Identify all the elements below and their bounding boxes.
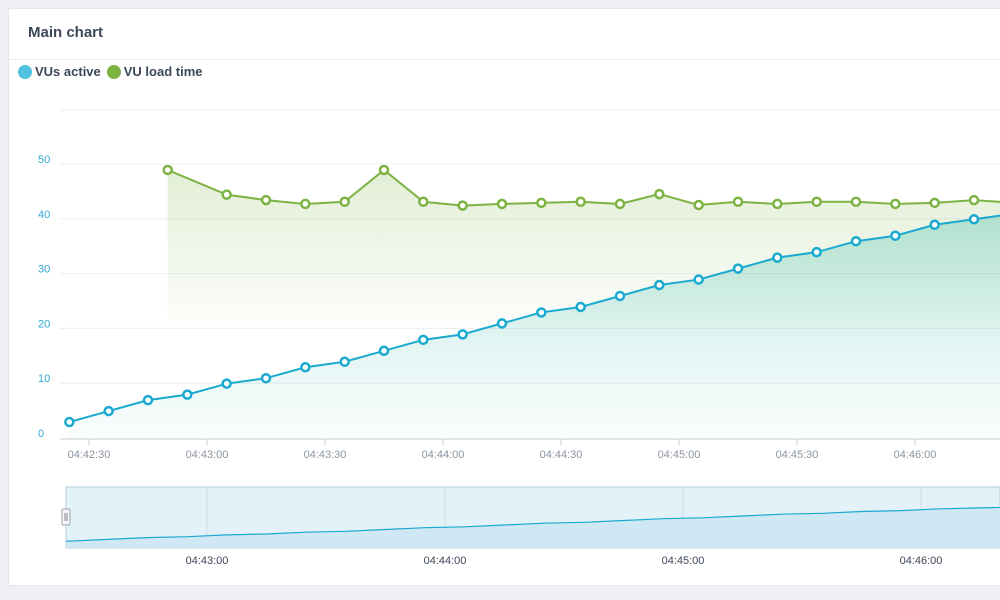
data-point [64, 416, 75, 428]
legend-label: VUs active [35, 64, 101, 79]
data-point [811, 246, 822, 258]
data-point [850, 196, 862, 207]
data-point [890, 230, 901, 241]
data-point [968, 194, 980, 206]
x-tick-label: 04:45:30 [776, 449, 819, 461]
data-point [968, 214, 980, 225]
data-point [142, 394, 154, 406]
series-line-0 [69, 214, 1000, 424]
x-tick-label: 04:43:00 [186, 449, 229, 461]
data-point [575, 196, 586, 207]
y-tick-label: 20 [38, 318, 50, 330]
legend: VUs active VU load time [18, 64, 207, 79]
data-point [162, 164, 173, 176]
data-point [929, 219, 940, 231]
data-point [418, 334, 429, 346]
data-point [732, 196, 744, 207]
navigator-tick-label: 04:44:00 [424, 555, 467, 567]
legend-marker-icon [106, 64, 121, 79]
data-point [772, 198, 783, 210]
navigator-tick-label: 04:43:00 [186, 555, 229, 567]
data-point [496, 318, 508, 329]
data-point [339, 196, 350, 207]
data-point [300, 198, 311, 210]
panel-title: Main chart [28, 24, 104, 41]
data-point [221, 189, 232, 200]
data-point [457, 329, 468, 340]
series-layer [64, 164, 1000, 440]
data-point [103, 405, 114, 417]
legend-marker-icon [18, 64, 32, 79]
data-point [890, 198, 901, 210]
data-point [575, 301, 586, 313]
data-point [260, 372, 272, 384]
navigator-handle-left[interactable] [61, 508, 71, 526]
data-point [693, 274, 704, 285]
y-tick-label: 10 [38, 373, 50, 385]
navigator-line [66, 506, 1000, 542]
data-point [732, 263, 744, 274]
data-point [378, 164, 390, 176]
y-tick-label: 0 [38, 428, 44, 440]
navigator-area [66, 506, 1000, 548]
series-area-0 [69, 215, 1000, 440]
data-point [378, 345, 390, 357]
navigator[interactable]: 04:43:00 04:44:00 04:45:00 04:46:00 [61, 486, 1000, 567]
data-point [418, 196, 429, 207]
data-point [772, 252, 783, 263]
data-point [457, 200, 468, 211]
legend-label: VU load time [123, 64, 203, 79]
data-point [850, 235, 862, 247]
data-point [614, 198, 626, 210]
data-point [693, 199, 704, 211]
x-tick-label: 04:46:00 [894, 449, 937, 461]
data-point [654, 279, 665, 291]
data-point [929, 197, 940, 209]
y-tick-label: 30 [38, 264, 50, 276]
x-tick-label: 04:43:30 [304, 449, 347, 461]
navigator-x-axis: 04:43:00 04:44:00 04:45:00 04:46:00 [186, 555, 943, 567]
y-tick-label: 50 [38, 154, 50, 166]
x-tick-label: 04:44:30 [540, 449, 583, 461]
navigator-series [66, 506, 1000, 548]
data-point [536, 307, 547, 318]
y-tick-label: 40 [38, 209, 50, 221]
data-point [536, 197, 547, 209]
panel-header: Main chart [9, 9, 1000, 60]
legend-item-vu-load-time[interactable]: VU load time [106, 64, 203, 79]
data-point [339, 356, 350, 368]
data-point [614, 290, 626, 302]
data-point [654, 188, 665, 200]
x-axis: 04:42:30 04:43:00 04:43:30 04:44:00 04:44:30… [68, 439, 937, 461]
navigator-tick-label: 04:45:00 [662, 555, 705, 567]
navigator-tick-label: 04:46:00 [900, 555, 943, 567]
x-tick-label: 04:44:00 [422, 449, 465, 461]
data-point [182, 389, 193, 400]
x-tick-label: 04:42:30 [68, 449, 111, 461]
data-point [496, 198, 508, 210]
data-point [811, 196, 822, 207]
x-tick-label: 04:45:00 [658, 449, 701, 461]
data-point [300, 361, 311, 373]
data-point [221, 378, 232, 389]
legend-item-vus-active[interactable]: VUs active [18, 64, 101, 79]
y-axis: 0 10 20 30 40 50 [38, 154, 50, 440]
data-point [260, 194, 272, 206]
